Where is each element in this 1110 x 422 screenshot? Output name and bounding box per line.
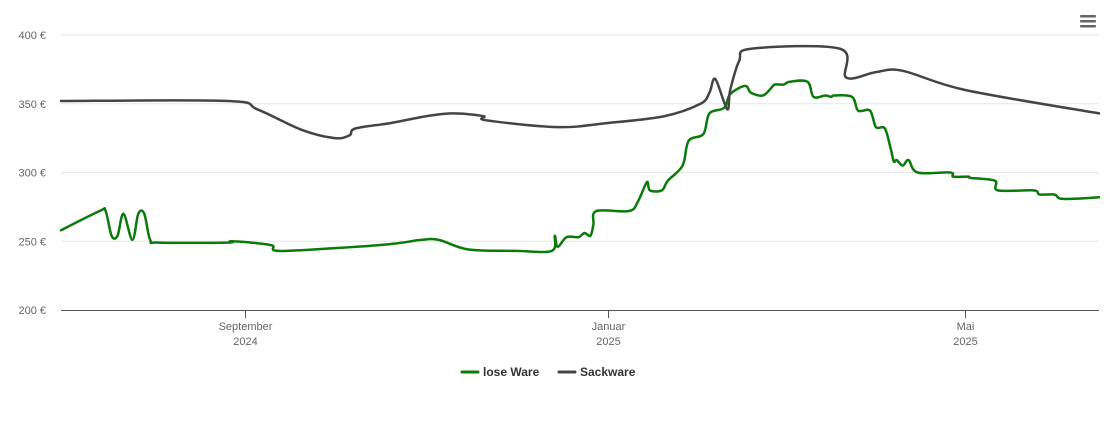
legend-item-sackware[interactable]: Sackware [557, 365, 636, 379]
x-tick-year-label: 2025 [596, 336, 620, 348]
x-axis: September 2024 Januar 2025 Mai 2025 [61, 310, 1099, 348]
x-tick-month-label: September [219, 321, 273, 333]
chart-menu-button[interactable] [1076, 11, 1100, 33]
legend-label: Sackware [580, 365, 636, 379]
y-tick-label: 300 € [18, 168, 46, 180]
x-tick-year-label: 2024 [233, 336, 257, 348]
x-tick-month-label: Mai [957, 321, 975, 333]
y-tick-label: 400 € [18, 30, 46, 42]
x-tick-month-label: Januar [592, 321, 626, 333]
hamburger-menu-icon [1080, 15, 1096, 28]
x-tick-year-label: 2025 [953, 336, 977, 348]
y-tick-label: 200 € [18, 305, 46, 317]
legend-label: lose Ware [483, 365, 540, 379]
legend-item-lose-ware[interactable]: lose Ware [460, 365, 540, 379]
y-tick-label: 350 € [18, 99, 46, 111]
series-lines [59, 44, 1101, 254]
y-tick-label: 250 € [18, 236, 46, 248]
series-line-lose-ware [59, 79, 1101, 254]
grid-lines [61, 34, 1099, 242]
legend[interactable]: lose Ware Sackware [460, 365, 636, 379]
series-line-sackware [59, 44, 1101, 140]
y-axis-labels: 200 € 250 € 300 € 350 € 400 € [18, 30, 46, 317]
